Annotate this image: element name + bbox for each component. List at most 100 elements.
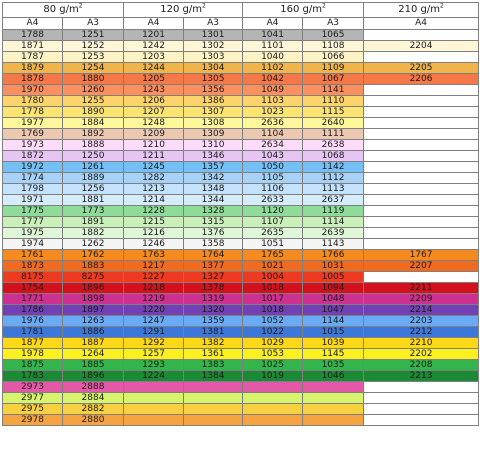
color-code-cell: 1971 [2, 194, 63, 206]
color-code-cell [363, 106, 480, 118]
color-code-cell [363, 29, 480, 41]
color-code-cell: 1780 [2, 95, 63, 107]
color-code-cell: 1201 [123, 29, 185, 41]
table-row: 1971 1881 1214 1344 2633 2637 [2, 194, 480, 206]
color-code-cell: 1065 [302, 29, 365, 41]
color-code-cell: 1021 [242, 260, 304, 272]
color-code-cell: 2214 [363, 304, 480, 316]
color-code-cell [363, 183, 480, 195]
color-code-cell: 1141 [302, 84, 365, 96]
color-code-cell: 1293 [123, 359, 185, 371]
table-row: 1973 1888 1210 1310 2634 2638 [2, 139, 480, 151]
color-code-cell: 1103 [242, 95, 304, 107]
color-code-cell: 1773 [61, 205, 125, 217]
color-code-cell: 1357 [183, 161, 244, 173]
color-code-cell: 1046 [302, 370, 365, 382]
color-code-cell: 1781 [2, 326, 63, 338]
color-code-cell: 2212 [363, 326, 480, 338]
table-row: 1774 1889 1282 1342 1105 1112 [2, 172, 480, 184]
color-code-cell: 1889 [61, 172, 125, 184]
color-code-cell: 1319 [183, 293, 244, 305]
table-row: 1977 1884 1248 1308 2636 2640 [2, 117, 480, 129]
color-code-cell: 1120 [242, 205, 304, 217]
color-code-cell [302, 381, 365, 393]
color-code-cell: 1342 [183, 172, 244, 184]
table-row: 1871 1252 1242 1302 1101 1108 2204 [2, 40, 480, 52]
color-code-cell: 1882 [61, 227, 125, 239]
color-code-cell: 1320 [183, 304, 244, 316]
color-code-cell: 1778 [2, 106, 63, 118]
color-code-cell: 1109 [302, 62, 365, 74]
color-code-cell: 1880 [61, 73, 125, 85]
color-code-cell: 1246 [123, 238, 185, 250]
color-code-cell [363, 117, 480, 129]
color-code-cell: 1292 [123, 337, 185, 349]
color-code-cell: 1309 [183, 128, 244, 140]
color-code-cell: 1005 [302, 271, 365, 283]
color-code-cell: 1382 [183, 337, 244, 349]
color-code-cell: 1304 [183, 62, 244, 74]
table-row: 1798 1256 1213 1348 1106 1113 [2, 183, 480, 195]
color-code-cell: 1215 [123, 216, 185, 228]
table-row: 1775 1773 1228 1328 1120 1119 [2, 205, 480, 217]
color-code-cell: 1764 [183, 249, 244, 261]
size-header: A3 [302, 17, 365, 30]
color-code-cell: 1872 [2, 150, 63, 162]
table-row: 1872 1250 1211 1346 1043 1068 [2, 150, 480, 162]
color-code-cell: 1108 [302, 40, 365, 52]
table-row: 1873 1883 1217 1377 1021 1031 2207 [2, 260, 480, 272]
color-code-cell: 1022 [242, 326, 304, 338]
color-code-cell: 1769 [2, 128, 63, 140]
color-code-cell [123, 381, 185, 393]
color-code-cell: 1048 [302, 293, 365, 305]
table-row: 2978 2880 [2, 414, 480, 426]
color-code-cell: 1881 [61, 194, 125, 206]
color-code-cell: 1871 [2, 40, 63, 52]
color-code-cell: 1023 [242, 106, 304, 118]
color-code-cell: 1767 [363, 249, 480, 261]
color-code-cell: 2880 [61, 414, 125, 426]
color-code-cell: 1896 [61, 282, 125, 294]
color-code-cell: 1765 [242, 249, 304, 261]
color-code-cell: 2206 [363, 73, 480, 85]
color-code-cell [123, 414, 185, 426]
table-row: 1778 1890 1207 1307 1023 1115 [2, 106, 480, 118]
color-code-cell: 1256 [61, 183, 125, 195]
table-row: 1780 1255 1206 1386 1103 1110 [2, 95, 480, 107]
color-code-cell [363, 238, 480, 250]
color-code-cell [363, 414, 480, 426]
color-code-cell: 2637 [302, 194, 365, 206]
weight-header-row: 80 g/m2 120 g/m2 160 g/m2 210 g/m2 [1, 2, 480, 18]
color-code-cell: 1106 [242, 183, 304, 195]
color-code-cell: 1877 [2, 337, 63, 349]
color-code-cell: 1053 [242, 348, 304, 360]
color-code-cell: 1762 [61, 249, 125, 261]
color-code-cell: 1094 [302, 282, 365, 294]
color-code-cell: 1217 [123, 260, 185, 272]
color-code-cell [363, 150, 480, 162]
color-code-cell: 1218 [123, 282, 185, 294]
color-code-cell [123, 403, 185, 415]
color-code-cell: 1377 [183, 260, 244, 272]
color-code-cell: 2211 [363, 282, 480, 294]
color-code-cell: 1884 [61, 117, 125, 129]
color-code-cell [302, 414, 365, 426]
color-code-cell: 1068 [302, 150, 365, 162]
color-code-cell: 2213 [363, 370, 480, 382]
color-code-cell: 1383 [183, 359, 244, 371]
table-row: 1777 1891 1215 1315 1107 1114 [2, 216, 480, 228]
table-row: 1771 1898 1219 1319 1017 1048 2209 [2, 293, 480, 305]
color-code-cell: 1878 [2, 73, 63, 85]
color-code-cell [242, 381, 304, 393]
color-code-cell: 2203 [363, 315, 480, 327]
weight-header-160: 160 g/m2 [242, 2, 365, 18]
color-code-cell: 1043 [242, 150, 304, 162]
color-code-cell [363, 381, 480, 393]
color-code-cell: 1257 [123, 348, 185, 360]
color-code-cell: 1041 [242, 29, 304, 41]
color-code-cell: 1112 [302, 172, 365, 184]
color-code-cell [242, 403, 304, 415]
color-code-cell: 1302 [183, 40, 244, 52]
table-row: 1976 1263 1247 1359 1052 1144 2203 [2, 315, 480, 327]
color-code-cell: 1216 [123, 227, 185, 239]
